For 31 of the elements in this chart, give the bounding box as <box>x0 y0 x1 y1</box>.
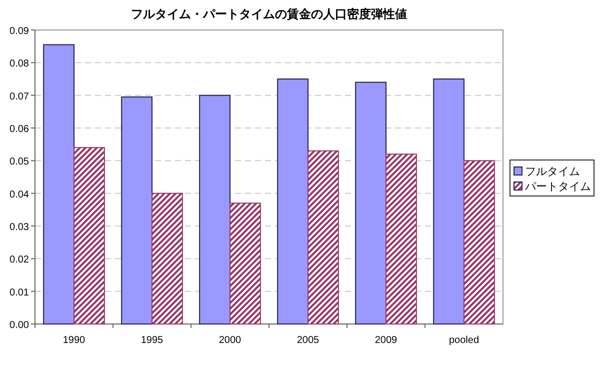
bar <box>464 160 495 324</box>
bar <box>43 44 74 324</box>
y-tick-label: 0.09 <box>10 26 30 37</box>
legend-label: フルタイム <box>525 166 580 178</box>
bar <box>74 147 105 324</box>
x-tick-label: 2005 <box>296 335 320 346</box>
bar <box>230 202 261 324</box>
y-tick-label: 0.03 <box>10 222 30 233</box>
bar <box>199 94 230 324</box>
y-tick-label: 0.05 <box>10 156 30 168</box>
y-tick-label: 0.08 <box>10 58 30 70</box>
x-tick-label: 1995 <box>140 335 164 346</box>
bar <box>308 150 339 324</box>
bar <box>355 82 386 324</box>
bar <box>121 96 152 324</box>
x-tick-label: 1990 <box>62 335 86 346</box>
chart-title: フルタイム・パートタイムの賃金の人口密度弾性値 <box>131 7 407 21</box>
bar <box>277 78 308 324</box>
x-tick-label: 2000 <box>218 335 242 346</box>
y-tick-label: 0.00 <box>10 320 30 331</box>
bar <box>433 78 464 324</box>
y-tick-label: 0.01 <box>10 287 30 298</box>
legend-label: パートタイム <box>524 181 591 193</box>
bar <box>386 154 417 324</box>
x-tick-label: pooled <box>448 335 480 346</box>
y-tick-label: 0.04 <box>10 189 30 200</box>
bar <box>152 192 183 324</box>
y-tick-label: 0.06 <box>10 124 30 135</box>
y-tick-label: 0.07 <box>10 91 30 102</box>
x-tick-label: 2009 <box>374 335 398 346</box>
y-tick-label: 0.02 <box>10 254 30 266</box>
